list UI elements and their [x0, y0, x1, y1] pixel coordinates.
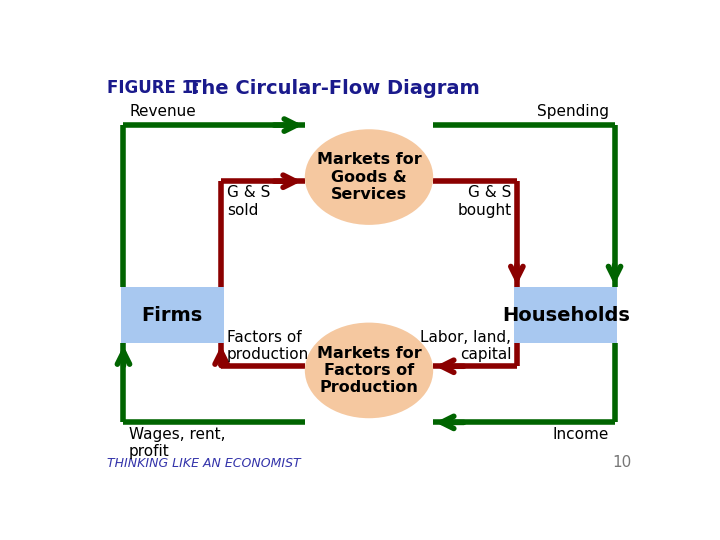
Text: Factors of
production: Factors of production [227, 330, 309, 362]
Text: Markets for
Goods &
Services: Markets for Goods & Services [317, 152, 421, 202]
Ellipse shape [305, 322, 433, 418]
Text: Markets for
Factors of
Production: Markets for Factors of Production [317, 346, 421, 395]
Text: G & S
bought: G & S bought [457, 185, 511, 218]
Text: Spending: Spending [537, 104, 609, 119]
Text: Labor, land,
capital: Labor, land, capital [420, 330, 511, 362]
Text: Revenue: Revenue [129, 104, 196, 119]
Ellipse shape [305, 129, 433, 225]
Text: Firms: Firms [142, 306, 203, 325]
Text: THINKING LIKE AN ECONOMIST: THINKING LIKE AN ECONOMIST [107, 457, 300, 470]
Text: 10: 10 [612, 455, 631, 470]
Text: Income: Income [552, 427, 609, 442]
Text: FIGURE 1:: FIGURE 1: [107, 79, 199, 97]
Text: Wages, rent,
profit: Wages, rent, profit [129, 427, 225, 459]
Bar [514, 287, 617, 343]
Text: Households: Households [502, 306, 629, 325]
Text: The Circular-Flow Diagram: The Circular-Flow Diagram [188, 79, 480, 98]
Bar [121, 287, 224, 343]
Text: G & S
sold: G & S sold [227, 185, 270, 218]
